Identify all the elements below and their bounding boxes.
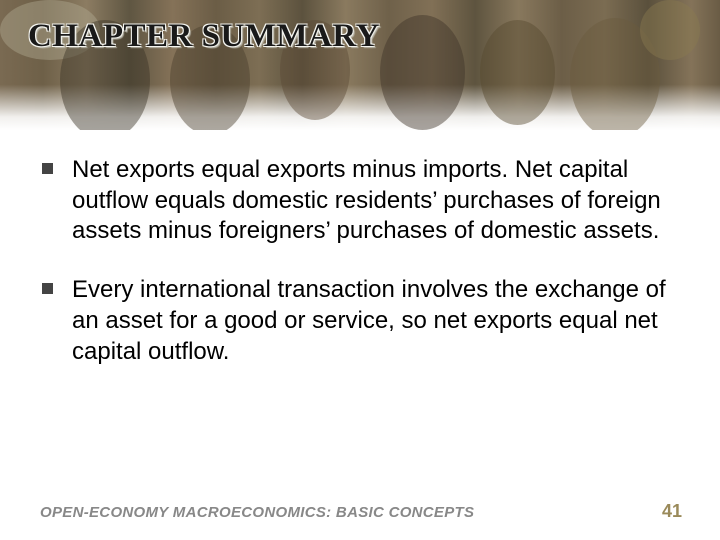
page-number: 41 <box>662 501 682 522</box>
footer-title: OPEN-ECONOMY MACROECONOMICS: BASIC CONCE… <box>40 504 474 521</box>
bullet-text: Every international transaction involves… <box>72 276 666 364</box>
square-bullet-icon <box>42 283 53 294</box>
bullet-item: Every international transaction involves… <box>72 275 672 367</box>
slide-title: CHAPTER SUMMARY <box>28 18 380 55</box>
banner-image: CHAPTER SUMMARY <box>0 0 720 130</box>
footer: OPEN-ECONOMY MACROECONOMICS: BASIC CONCE… <box>0 501 720 522</box>
bullet-text: Net exports equal exports minus imports.… <box>72 156 661 244</box>
content-area: Net exports equal exports minus imports.… <box>0 155 720 395</box>
square-bullet-icon <box>42 163 53 174</box>
bullet-item: Net exports equal exports minus imports.… <box>72 155 672 247</box>
